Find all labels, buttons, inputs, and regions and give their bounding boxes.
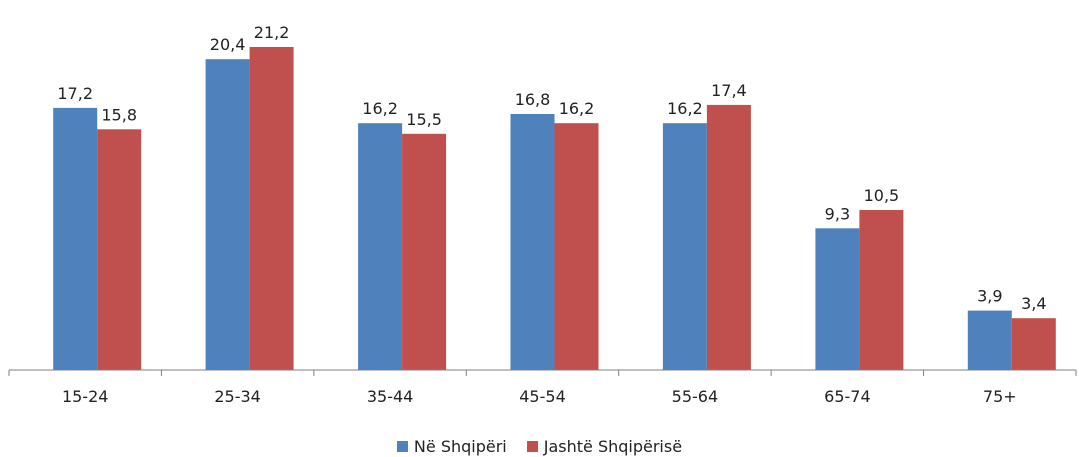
bar-series-2-25-34: [249, 47, 294, 370]
x-tick-label-35-44: 35-44: [367, 387, 414, 406]
bar-series-2-15-24: [97, 129, 142, 370]
data-label-series-2-35-44: 15,5: [406, 110, 442, 129]
bar-series-1-75+: [967, 310, 1012, 370]
bar-series-1-55-64: [662, 123, 707, 370]
data-label-series-2-65-74: 10,5: [864, 186, 900, 205]
bar-series-1-65-74: [815, 228, 860, 370]
bars-layer: [53, 47, 1056, 371]
bar-series-2-35-44: [402, 133, 447, 370]
x-tick-label-55-64: 55-64: [672, 387, 719, 406]
bar-series-1-45-54: [510, 114, 555, 370]
legend-item-series-1: Në Shqipëri: [396, 436, 507, 456]
data-label-series-1-45-54: 16,8: [515, 90, 551, 109]
data-label-series-2-45-54: 16,2: [559, 99, 595, 118]
bar-series-1-35-44: [358, 123, 403, 370]
data-label-series-1-65-74: 9,3: [825, 204, 850, 223]
x-tick-label-25-34: 25-34: [214, 387, 261, 406]
data-label-series-2-25-34: 21,2: [254, 23, 290, 42]
data-label-series-1-75+: 3,9: [977, 287, 1002, 306]
bar-series-2-65-74: [859, 210, 904, 370]
x-tick-label-45-54: 45-54: [519, 387, 566, 406]
data-label-series-1-35-44: 16,2: [362, 99, 398, 118]
bar-series-2-55-64: [706, 104, 751, 371]
legend-label-series-1: Në Shqipëri: [413, 436, 507, 456]
legend-label-series-2: Jashtë Shqipërisë: [543, 436, 683, 456]
data-label-series-1-25-34: 20,4: [210, 35, 246, 54]
data-label-series-2-55-64: 17,4: [711, 81, 747, 100]
x-tick-label-15-24: 15-24: [62, 387, 109, 406]
bar-series-2-75+: [1011, 318, 1056, 370]
value-labels-layer: 17,2 15,8 20,4 21,2 16,2 15,5 16,8 16,2 16,2 17,4…: [57, 23, 1046, 313]
x-tick-label-75+: 75+: [983, 387, 1017, 406]
legend-swatch-series-2: [526, 440, 538, 452]
legend-item-series-2: Jashtë Shqipërisë: [526, 436, 683, 456]
data-label-series-1-55-64: 16,2: [667, 99, 703, 118]
x-axis-tick-labels: 15-24 25-34 35-44 45-54 55-64 65-74 75+: [62, 387, 1017, 406]
legend: Në Shqipëri Jashtë Shqipërisë: [0, 436, 1079, 456]
x-tick-label-65-74: 65-74: [824, 387, 871, 406]
x-axis-ticks: [8, 370, 1077, 376]
legend-swatch-series-1: [396, 440, 408, 452]
data-label-series-2-15-24: 15,8: [101, 105, 137, 124]
data-label-series-2-75+: 3,4: [1021, 294, 1046, 313]
data-label-series-1-15-24: 17,2: [57, 84, 93, 103]
bar-series-1-15-24: [53, 107, 98, 371]
bar-series-1-25-34: [205, 59, 250, 370]
bar-series-2-45-54: [554, 123, 599, 370]
